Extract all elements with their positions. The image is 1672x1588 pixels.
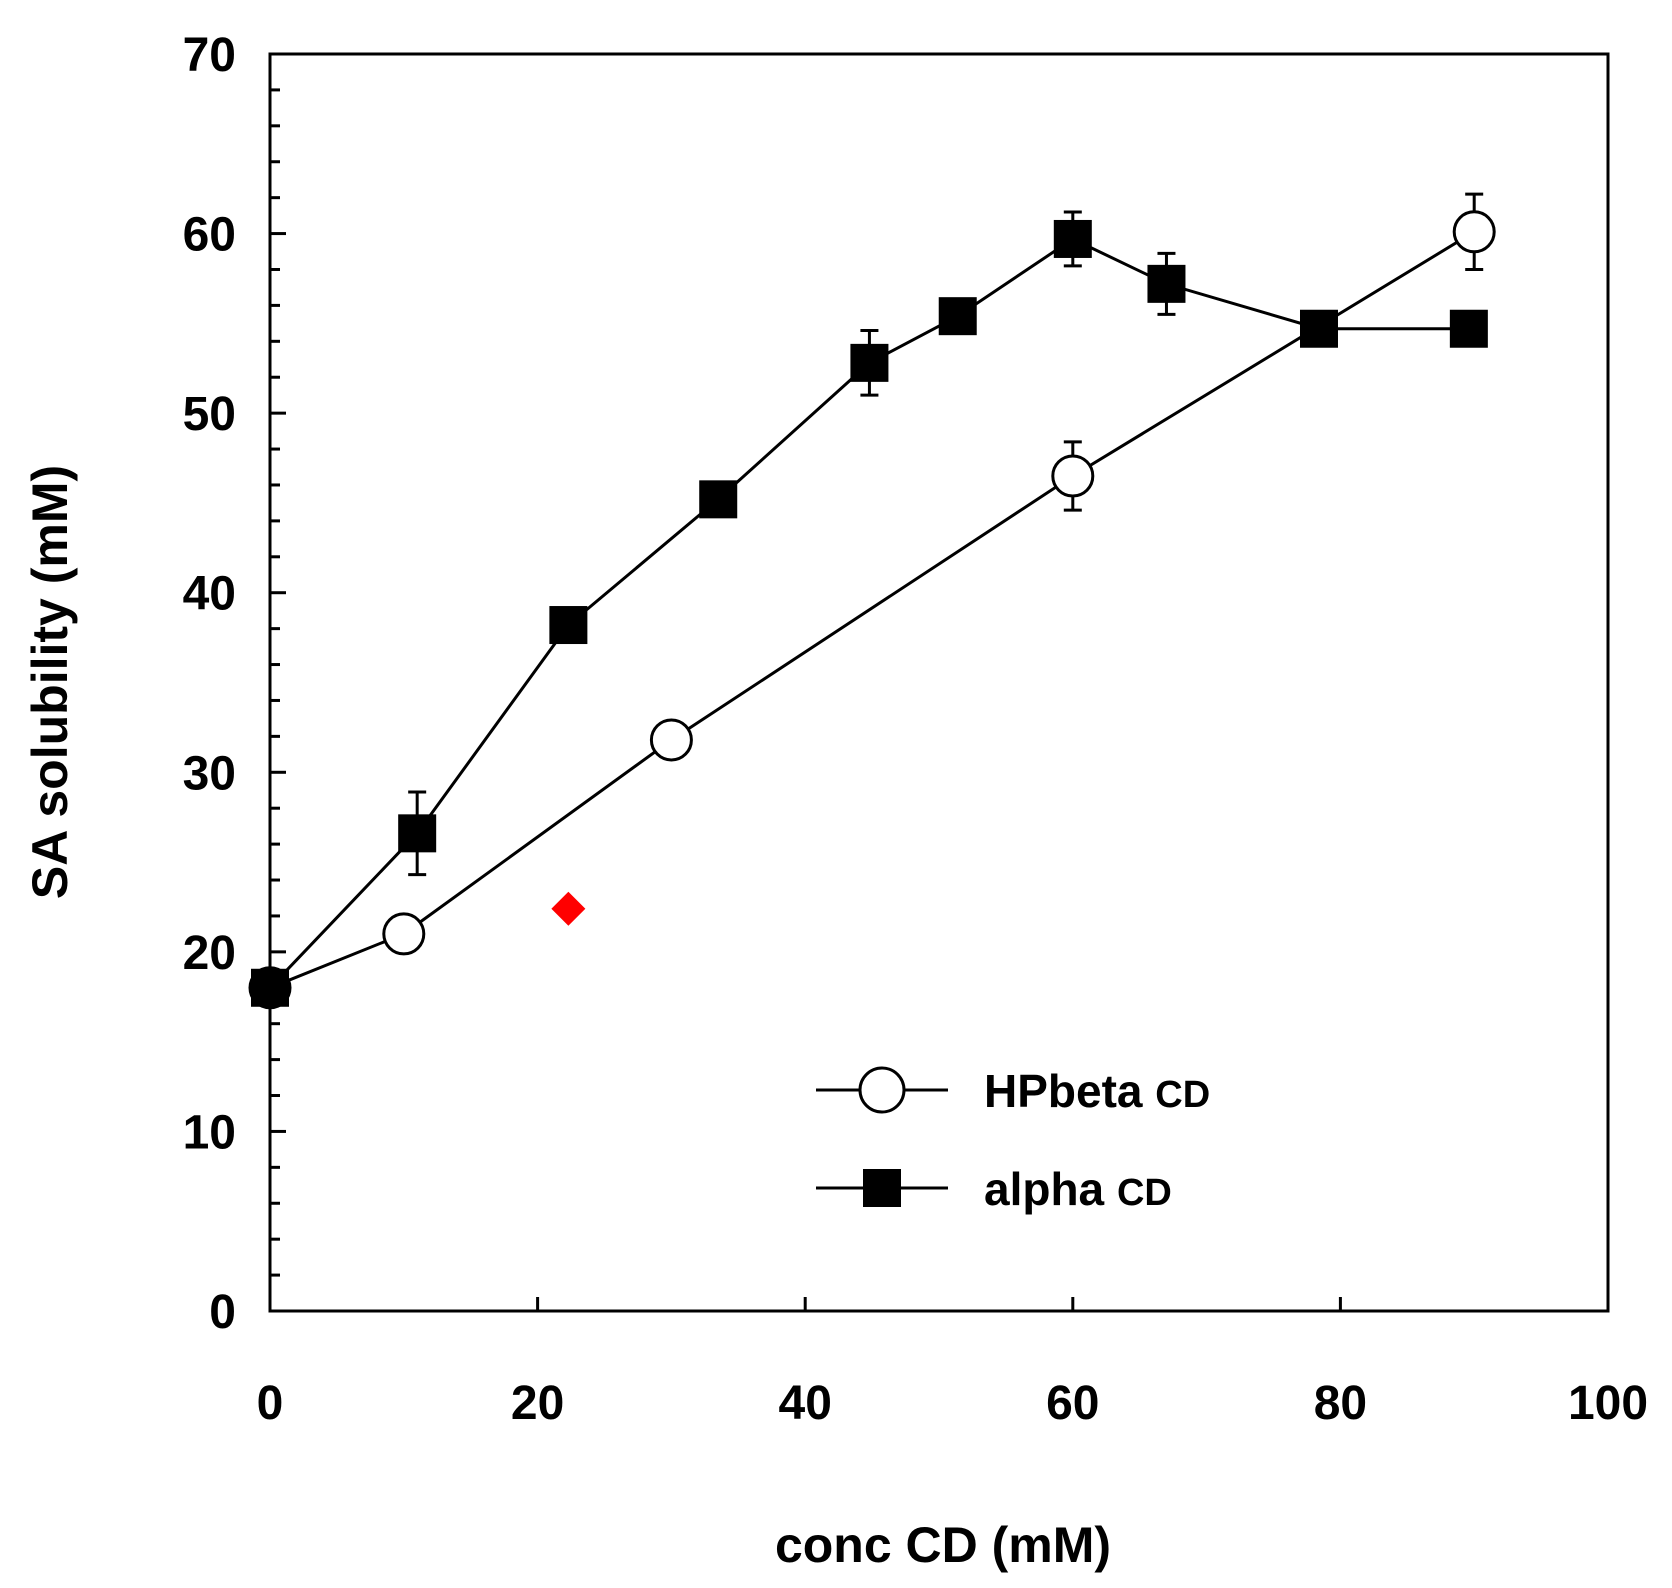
series-line <box>268 237 1469 989</box>
x-tick-label: 100 <box>1568 1377 1648 1430</box>
x-tick-label: 80 <box>1314 1377 1367 1430</box>
data-point <box>1147 264 1186 303</box>
y-tick-label: 30 <box>183 747 236 800</box>
y-tick-label: 60 <box>183 209 236 262</box>
data-point <box>398 814 437 853</box>
legend-marker <box>858 1066 906 1114</box>
legend-label: alpha CD <box>984 1163 1172 1215</box>
tick-labels: 0 10 20 30 40 50 60 70 0 20 40 60 80 100 <box>183 29 1648 1430</box>
x-axis-title: conc CD (mM) <box>775 1517 1111 1573</box>
y-tick-label: 50 <box>183 388 236 441</box>
data-point <box>1053 219 1092 258</box>
legend-suffix: CD <box>1155 1074 1210 1116</box>
legend-marker <box>863 1169 901 1207</box>
annotation-layer <box>551 891 586 926</box>
legend-name: alpha <box>984 1163 1117 1215</box>
x-tick-label: 0 <box>257 1377 284 1430</box>
y-tick-label: 20 <box>183 927 236 980</box>
data-point <box>250 967 290 1008</box>
y-tick-label: 10 <box>183 1106 236 1159</box>
data-point <box>850 343 889 382</box>
data-point <box>549 606 588 645</box>
legend-item: HPbeta CD <box>816 1065 1210 1117</box>
x-tick-label: 20 <box>511 1377 564 1430</box>
data-point <box>1449 309 1488 348</box>
annotation-point <box>551 891 586 926</box>
y-tick-label: 0 <box>209 1286 236 1339</box>
data-point <box>699 480 738 519</box>
x-tick-label: 60 <box>1046 1377 1099 1430</box>
axis-ticks <box>270 52 1342 1313</box>
x-tick-label: 40 <box>779 1377 832 1430</box>
data-point <box>1299 309 1338 348</box>
data-point <box>938 297 977 336</box>
series-layer <box>248 192 1496 1010</box>
data-point <box>1051 454 1095 498</box>
legend-item: alpha CD <box>816 1163 1172 1215</box>
data-point <box>382 912 426 956</box>
data-point <box>649 718 693 762</box>
data-point <box>1452 210 1496 254</box>
y-tick-label: 40 <box>183 568 236 621</box>
y-axis-title: SA solubility (mM) <box>22 465 78 899</box>
plot-frame <box>268 52 1610 1313</box>
shared-origin-point <box>250 967 290 1008</box>
legend-name: HPbeta <box>984 1065 1155 1117</box>
y-tick-label: 70 <box>183 29 236 82</box>
legend-suffix: CD <box>1117 1172 1172 1214</box>
legend-label: HPbeta CD <box>984 1065 1210 1117</box>
